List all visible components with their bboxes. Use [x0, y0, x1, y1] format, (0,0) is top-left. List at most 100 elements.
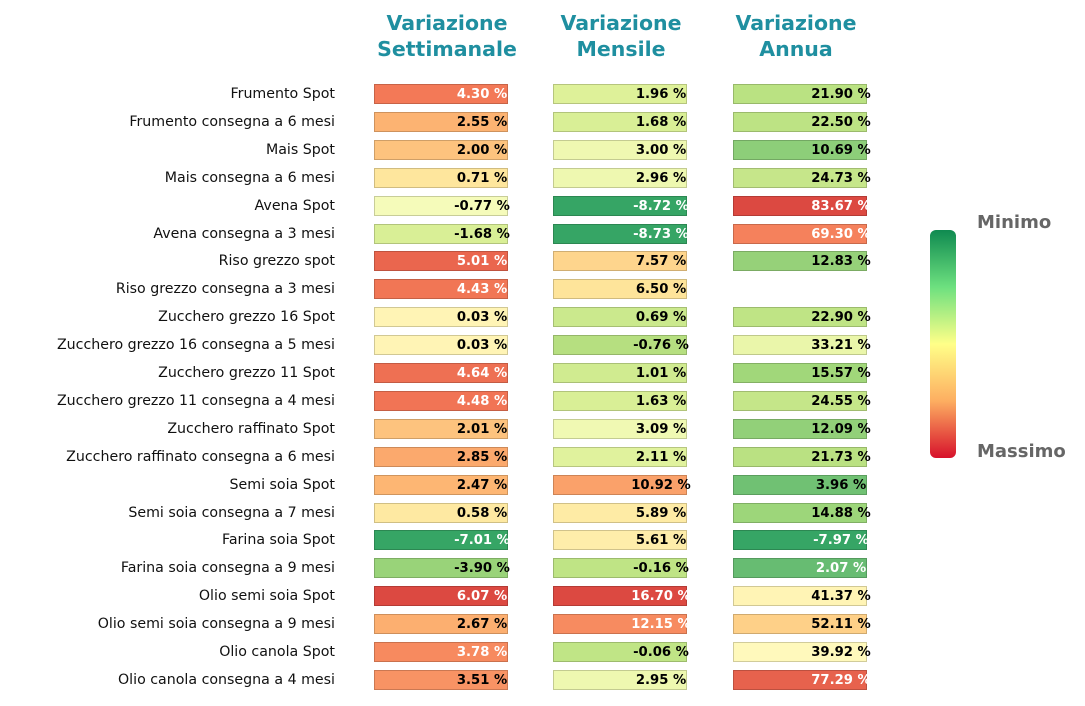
cell-value: -7.97 % — [813, 533, 869, 548]
heatmap-cell — [733, 586, 867, 606]
heatmap-cell — [553, 84, 687, 104]
heatmap-cell — [553, 168, 687, 188]
heatmap-cell — [374, 335, 508, 355]
heatmap-cell — [733, 503, 867, 523]
row-label: Mais Spot — [265, 142, 335, 158]
cell-value: 4.30 % — [456, 87, 508, 102]
heatmap-cell — [374, 84, 508, 104]
row-label: Zucchero raffinato Spot — [167, 421, 335, 437]
heatmap-cell — [374, 503, 508, 523]
cell-value: 2.96 % — [635, 171, 687, 186]
heatmap-cell — [374, 670, 508, 690]
heatmap-cell — [733, 614, 867, 634]
cell-value: 7.57 % — [635, 254, 687, 269]
heatmap-cell — [553, 530, 687, 550]
heatmap-cell — [553, 391, 687, 411]
cell-value: -3.90 % — [454, 561, 510, 576]
heatmap-cell — [553, 503, 687, 523]
row-label: Zucchero grezzo 11 consegna a 4 mesi — [56, 393, 335, 409]
heatmap-cell — [733, 251, 867, 271]
heatmap-cell — [374, 391, 508, 411]
row-label: Zucchero grezzo 16 consegna a 5 mesi — [56, 337, 335, 353]
cell-value: 4.43 % — [456, 282, 508, 297]
row-label: Avena consegna a 3 mesi — [153, 226, 335, 242]
heatmap-cell — [374, 475, 508, 495]
heatmap-cell — [553, 419, 687, 439]
heatmap-cell — [733, 642, 867, 662]
heatmap-cell — [374, 196, 508, 216]
row-label: Olio canola Spot — [219, 644, 335, 660]
cell-value: 1.63 % — [635, 394, 687, 409]
heatmap-cell — [374, 307, 508, 327]
cell-value: 1.68 % — [635, 115, 687, 130]
legend-min-label: Minimo — [977, 212, 1052, 233]
cell-value: 1.01 % — [635, 366, 687, 381]
cell-value: 22.50 % — [811, 115, 871, 130]
row-label: Olio semi soia Spot — [198, 588, 335, 604]
column-header-line: Mensile — [576, 37, 666, 61]
cell-value: -8.72 % — [633, 199, 689, 214]
column-header-line: Variazione — [735, 11, 857, 35]
row-label: Semi soia consegna a 7 mesi — [128, 505, 335, 521]
heatmap-cell — [733, 140, 867, 160]
cell-value: -0.16 % — [633, 561, 689, 576]
cell-value: 2.55 % — [456, 115, 508, 130]
heatmap-cell — [733, 558, 867, 578]
heatmap-cell — [553, 447, 687, 467]
cell-value: -0.76 % — [633, 338, 689, 353]
heatmap-cell — [553, 642, 687, 662]
row-label: Frumento consegna a 6 mesi — [129, 114, 335, 130]
cell-value: 2.00 % — [456, 143, 508, 158]
cell-value: 2.67 % — [456, 617, 508, 632]
cell-value: 10.69 % — [811, 143, 871, 158]
cell-value: 77.29 % — [811, 673, 871, 688]
column-header-line: Settimanale — [377, 37, 517, 61]
row-label: Riso grezzo spot — [218, 253, 335, 269]
cell-value: 3.51 % — [456, 673, 508, 688]
cell-value: 2.95 % — [635, 673, 687, 688]
heatmap-cell — [374, 614, 508, 634]
cell-value: -1.68 % — [454, 227, 510, 242]
row-label: Olio canola consegna a 4 mesi — [118, 672, 335, 688]
heatmap-cell — [733, 475, 867, 495]
heatmap-cell — [374, 530, 508, 550]
row-label: Zucchero raffinato consegna a 6 mesi — [66, 449, 335, 465]
row-label: Avena Spot — [254, 198, 335, 214]
heatmap-cell — [553, 279, 687, 299]
heatmap-cell — [553, 140, 687, 160]
cell-value: -0.77 % — [454, 199, 510, 214]
cell-value: 2.85 % — [456, 450, 508, 465]
heatmap-cell — [733, 196, 867, 216]
cell-value: 4.48 % — [456, 394, 508, 409]
row-label: Zucchero grezzo 16 Spot — [158, 309, 335, 325]
cell-value: -8.73 % — [633, 227, 689, 242]
cell-value: 6.07 % — [456, 589, 508, 604]
heatmap-cell — [733, 447, 867, 467]
heatmap-cell — [733, 168, 867, 188]
cell-value: 0.03 % — [456, 338, 508, 353]
cell-value: 2.01 % — [456, 422, 508, 437]
cell-value: 5.89 % — [635, 506, 687, 521]
cell-value: 3.96 % — [815, 478, 867, 493]
heatmap-cell — [733, 307, 867, 327]
heatmap-cell — [374, 586, 508, 606]
heatmap-cell — [374, 279, 508, 299]
cell-value: 2.07 % — [815, 561, 867, 576]
heatmap-cell — [733, 419, 867, 439]
heatmap-cell — [553, 670, 687, 690]
cell-value: 0.69 % — [635, 310, 687, 325]
column-header: Variazione Annua — [716, 10, 876, 62]
cell-value: 41.37 % — [811, 589, 871, 604]
heatmap-cell — [733, 670, 867, 690]
heatmap-cell — [733, 84, 867, 104]
heatmap-cell — [374, 140, 508, 160]
cell-value: -0.06 % — [633, 645, 689, 660]
heatmap-cell — [553, 251, 687, 271]
cell-value: 69.30 % — [811, 227, 871, 242]
column-header-line: Variazione — [386, 11, 508, 35]
cell-value: 12.83 % — [811, 254, 871, 269]
heatmap-cell — [733, 530, 867, 550]
heatmap-cell — [553, 475, 687, 495]
cell-value: 3.00 % — [635, 143, 687, 158]
cell-value: 21.73 % — [811, 450, 871, 465]
